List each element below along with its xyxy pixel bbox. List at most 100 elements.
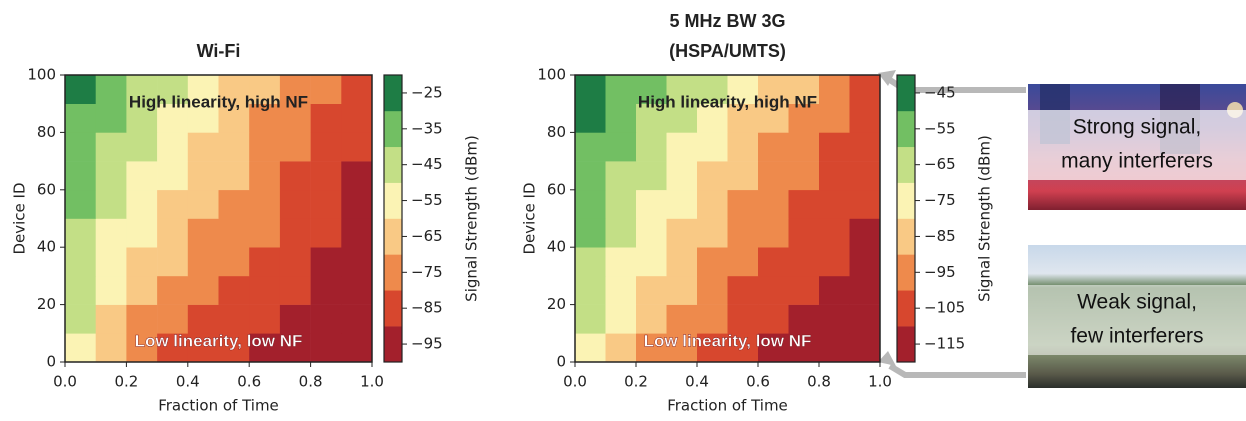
heat-cell <box>249 275 281 305</box>
x-tick-label: 1.0 <box>360 373 384 391</box>
y-tick-label: 40 <box>37 238 56 256</box>
heat-cell <box>575 103 606 133</box>
heat-cell <box>849 304 881 334</box>
colorbar-bin <box>384 326 402 363</box>
heat-cell <box>819 247 850 277</box>
colorbar-tick-label: −85 <box>411 299 443 317</box>
heat-cell <box>605 304 637 334</box>
heat-cell <box>126 218 158 248</box>
heat-cell <box>218 247 250 277</box>
colorbar-bin <box>384 75 402 112</box>
heat-cell <box>157 189 189 219</box>
x-tick-label: 0.2 <box>624 373 648 391</box>
x-tick-label: 0.0 <box>53 373 77 391</box>
heat-cell <box>666 161 698 191</box>
heat-cell <box>218 218 250 248</box>
heat-cell <box>727 275 759 305</box>
heat-cell <box>575 304 606 334</box>
colorbar-tick-label: −45 <box>924 83 956 101</box>
heat-cell <box>157 333 189 363</box>
heat-cell <box>279 161 311 191</box>
heat-cell <box>697 103 728 133</box>
colorbar-bin <box>384 290 402 327</box>
heat-cell <box>727 218 759 248</box>
heat-cell <box>310 161 342 191</box>
heat-cell <box>218 189 250 219</box>
heat-cell <box>605 103 637 133</box>
heat-cell <box>249 218 281 248</box>
heat-cell <box>341 333 373 363</box>
heat-cell <box>697 75 728 104</box>
heat-cell <box>575 161 606 191</box>
heat-cell <box>65 333 96 363</box>
heat-cell <box>697 333 728 363</box>
heat-cell <box>605 189 637 219</box>
image-caption: Strong signal, <box>1073 116 1201 139</box>
heat-cell <box>126 132 158 162</box>
heat-cell <box>95 218 127 248</box>
heat-cell <box>636 275 667 305</box>
heat-cell <box>727 132 759 162</box>
heat-cell <box>636 132 667 162</box>
heat-cell <box>605 275 637 305</box>
colorbar-tick-label: −95 <box>924 263 956 281</box>
heat-cell <box>636 103 667 133</box>
heat-cell <box>788 75 820 104</box>
heat-cell <box>849 275 881 305</box>
heat-cell <box>126 304 158 334</box>
heat-cell <box>788 304 820 334</box>
heat-cell <box>126 247 158 277</box>
heat-cell <box>187 218 219 248</box>
y-tick-label: 80 <box>37 123 56 141</box>
heat-cell <box>758 247 789 277</box>
heat-cell <box>727 189 759 219</box>
charts: 0.0 0.2 0.4 0.6 0.8 1.0 0 20 40 60 80 100 Fraction o… <box>11 11 994 415</box>
colorbar-bin <box>897 254 915 291</box>
chart-title: Wi-Fi <box>197 41 241 61</box>
colorbar-tick-label: −65 <box>924 155 956 173</box>
heat-cell <box>727 304 759 334</box>
heat-cell <box>666 333 698 363</box>
colorbar-bin <box>897 75 915 112</box>
heat-cell <box>249 189 281 219</box>
colorbar-bin <box>384 146 402 183</box>
arrow-head <box>878 351 896 366</box>
heat-cell <box>65 75 96 104</box>
heat-cell <box>187 275 219 305</box>
x-axis-label: Fraction of Time <box>667 397 788 415</box>
colorbar-bin <box>897 110 915 148</box>
x-tick-label: 0.8 <box>299 373 323 391</box>
heat-cell <box>218 275 250 305</box>
heat-cell <box>157 75 189 104</box>
heat-cell <box>788 333 820 363</box>
heat-cell <box>758 275 789 305</box>
heat-cell <box>697 304 728 334</box>
x-tick-label: 0.2 <box>114 373 138 391</box>
heat-cell <box>279 189 311 219</box>
heat-cell <box>95 247 127 277</box>
heat-cell <box>758 189 789 219</box>
heat-cell <box>605 218 637 248</box>
heat-cell <box>65 189 96 219</box>
heat-cell <box>819 161 850 191</box>
colorbar-tick-label: −25 <box>411 83 443 101</box>
heat-cell <box>636 189 667 219</box>
heat-cell <box>575 247 606 277</box>
photo-field <box>1028 245 1246 388</box>
y-tick-label: 60 <box>547 180 566 198</box>
heat-cell <box>65 218 96 248</box>
heat-cell <box>727 247 759 277</box>
x-tick-label: 0.0 <box>563 373 587 391</box>
colorbar-tick-label: −55 <box>411 191 443 209</box>
heat-cell <box>849 75 881 104</box>
heat-cell <box>249 333 281 363</box>
heat-cell <box>65 304 96 334</box>
heat-cell <box>187 189 219 219</box>
colorbar-tick-label: −75 <box>924 191 956 209</box>
colorbar-tick-label: −85 <box>924 227 956 245</box>
colorbar-tick-label: −35 <box>411 119 443 137</box>
heat-cell <box>575 75 606 104</box>
heat-cell <box>758 103 789 133</box>
colorbar-bin <box>897 182 915 219</box>
heat-cell <box>279 218 311 248</box>
